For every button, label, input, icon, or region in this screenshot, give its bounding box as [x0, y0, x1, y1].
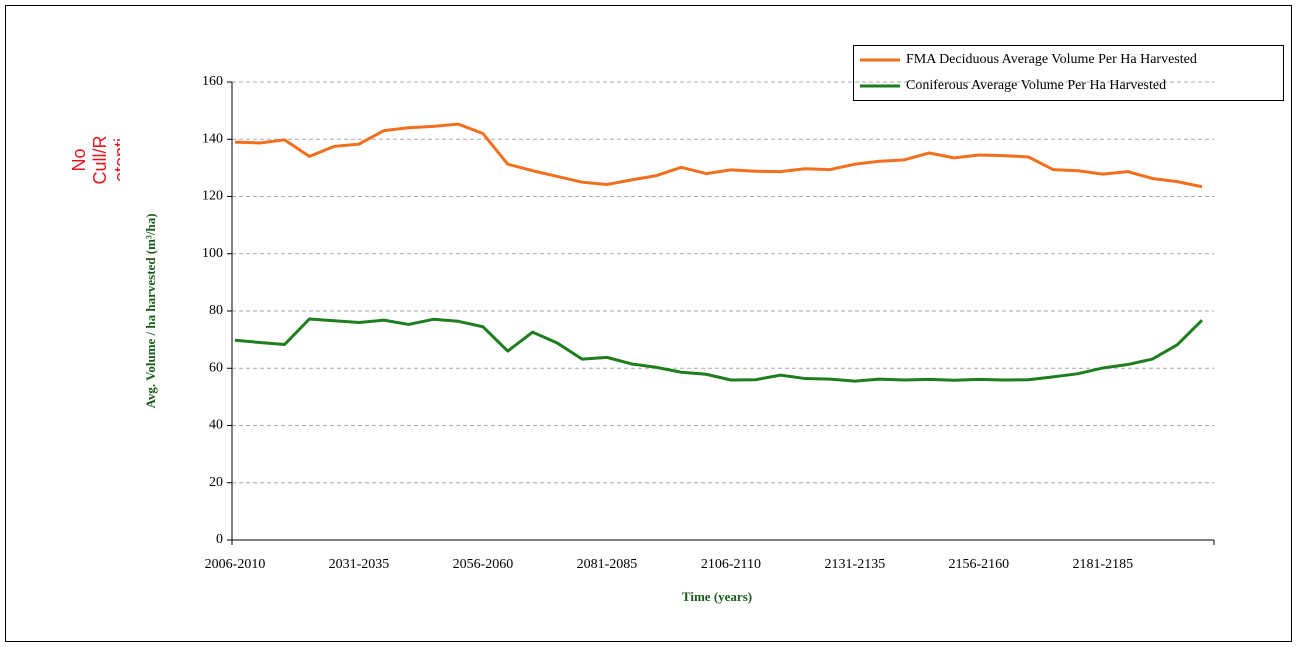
y-tick-label: 60: [209, 360, 223, 375]
legend: [853, 45, 1284, 101]
annotation-line: No: [69, 148, 89, 171]
y-tick-label: 40: [209, 418, 223, 433]
x-tick-label: 2081-2085: [577, 557, 638, 572]
y-tick-label: 160: [202, 74, 223, 89]
x-tick-label: 2106-2110: [701, 557, 761, 572]
y-tick-label: 100: [202, 246, 223, 261]
legend-label: FMA Deciduous Average Volume Per Ha Harv…: [906, 52, 1197, 67]
x-tick-label: 2156-2160: [949, 557, 1010, 572]
x-tick-label: 2131-2135: [825, 557, 886, 572]
annotation: No Cull/R etenti: [69, 135, 131, 184]
y-axis-label: Avg. Volume / ha harvested (m³/ha): [143, 213, 158, 408]
y-tick-label: 0: [216, 532, 223, 547]
y-tick-label: 80: [209, 303, 223, 318]
x-tick-label: 2181-2185: [1072, 557, 1133, 572]
annotation-line: Cull/R: [90, 135, 110, 184]
x-axis-label: Time (years): [682, 589, 752, 604]
series-line: [234, 122, 1203, 189]
y-tick-label: 20: [209, 475, 223, 490]
legend-label: Coniferous Average Volume Per Ha Harvest…: [906, 78, 1166, 93]
x-tick-label: 2056-2060: [453, 557, 514, 572]
y-tick-label: 140: [202, 131, 223, 146]
annotation-line: etenti: [111, 138, 131, 182]
series-line: [234, 317, 1204, 383]
x-tick-label: 2006-2010: [205, 557, 266, 572]
y-tick-label: 120: [202, 189, 223, 204]
x-tick-label: 2031-2035: [329, 557, 390, 572]
chart-border: [5, 5, 1292, 642]
